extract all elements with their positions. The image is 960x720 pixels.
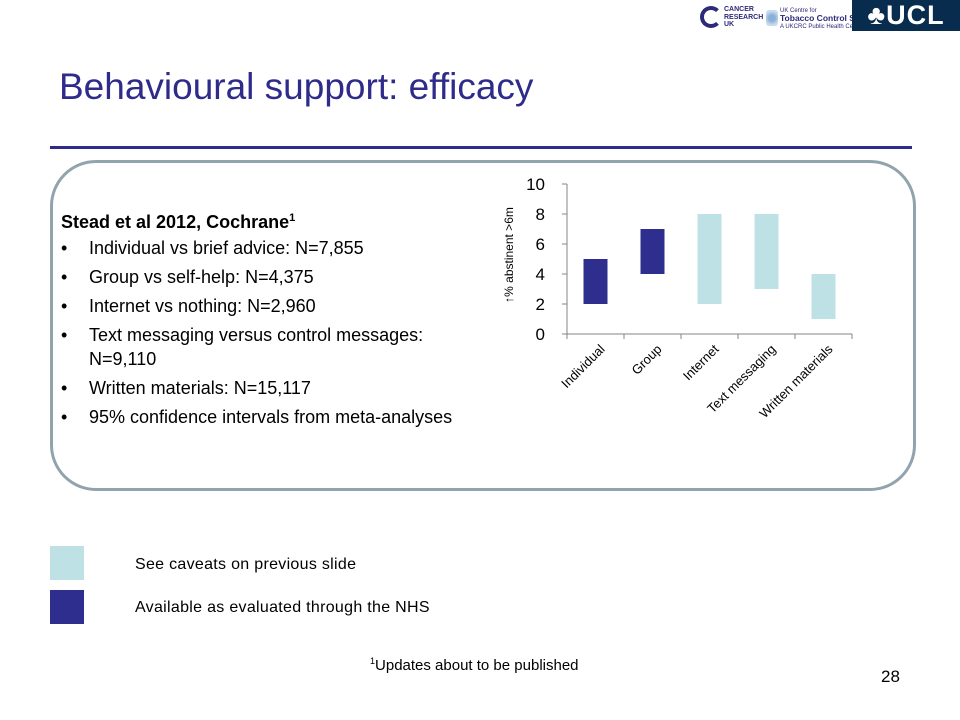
bullet-item: Written materials: N=15,117 — [61, 376, 461, 400]
logo-text-line: UK Centre for — [780, 8, 817, 14]
range-bar — [811, 274, 836, 319]
bullet-item: Text messaging versus control messages: … — [61, 323, 461, 371]
tobacco-control-logo: UK Centre for Tobacco Control Studies A … — [766, 6, 901, 32]
study-heading: Stead et al 2012, Cochrane1 — [61, 212, 296, 232]
cancer-research-c-icon — [700, 6, 722, 28]
range-bar — [583, 259, 608, 304]
study-bullet-list: Individual vs brief advice: N=7,855 Grou… — [61, 236, 461, 429]
bullet-item: Group vs self-help: N=4,375 — [61, 265, 461, 289]
legend-label-nhs: Available as evaluated through the NHS — [135, 599, 430, 616]
legend-label-caveats: See caveats on previous slide — [135, 556, 357, 573]
x-tick-label: Individual — [558, 341, 608, 391]
y-tick-label: 0 — [536, 325, 545, 344]
title-divider — [50, 146, 912, 149]
study-summary: Stead et al 2012, Cochrane1 Individual v… — [61, 206, 461, 434]
y-axis-label: ↑% abstinent >6m — [502, 207, 516, 303]
legend-swatch-caveats — [50, 546, 84, 580]
slide-title: Behavioural support: efficacy — [59, 66, 534, 107]
footnote: 1Updates about to be published — [370, 656, 579, 674]
logo-text-line: CANCER — [724, 6, 754, 13]
logo-text-line: UK — [724, 21, 735, 28]
bullet-item: Individual vs brief advice: N=7,855 — [61, 236, 461, 260]
range-bar — [754, 214, 779, 289]
x-tick-label: Internet — [680, 341, 722, 383]
y-tick-label: 2 — [536, 295, 545, 314]
legend-swatch-nhs — [50, 590, 84, 624]
bullet-item: 95% confidence intervals from meta-analy… — [61, 405, 461, 429]
range-bar — [640, 229, 665, 274]
ucl-logo: ♣UCL — [852, 0, 960, 31]
y-tick-label: 4 — [536, 265, 545, 284]
page-number: 28 — [881, 667, 900, 686]
logo-text-line: RESEARCH — [724, 13, 764, 21]
content-panel — [50, 160, 916, 491]
x-tick-label: Group — [628, 342, 664, 378]
bullet-item: Internet vs nothing: N=2,960 — [61, 294, 461, 318]
y-tick-label: 10 — [526, 175, 545, 194]
cancer-research-uk-logo: CANCER RESEARCH UK — [700, 4, 764, 32]
y-tick-label: 8 — [536, 205, 545, 224]
logo-text-line: A UKCRC Public Health Centre of Excellen… — [780, 24, 901, 30]
range-bar — [697, 214, 722, 304]
logo-text-line: Tobacco Control Studies — [780, 13, 880, 23]
y-tick-label: 6 — [536, 235, 545, 254]
tobacco-control-emblem-icon — [766, 10, 778, 26]
